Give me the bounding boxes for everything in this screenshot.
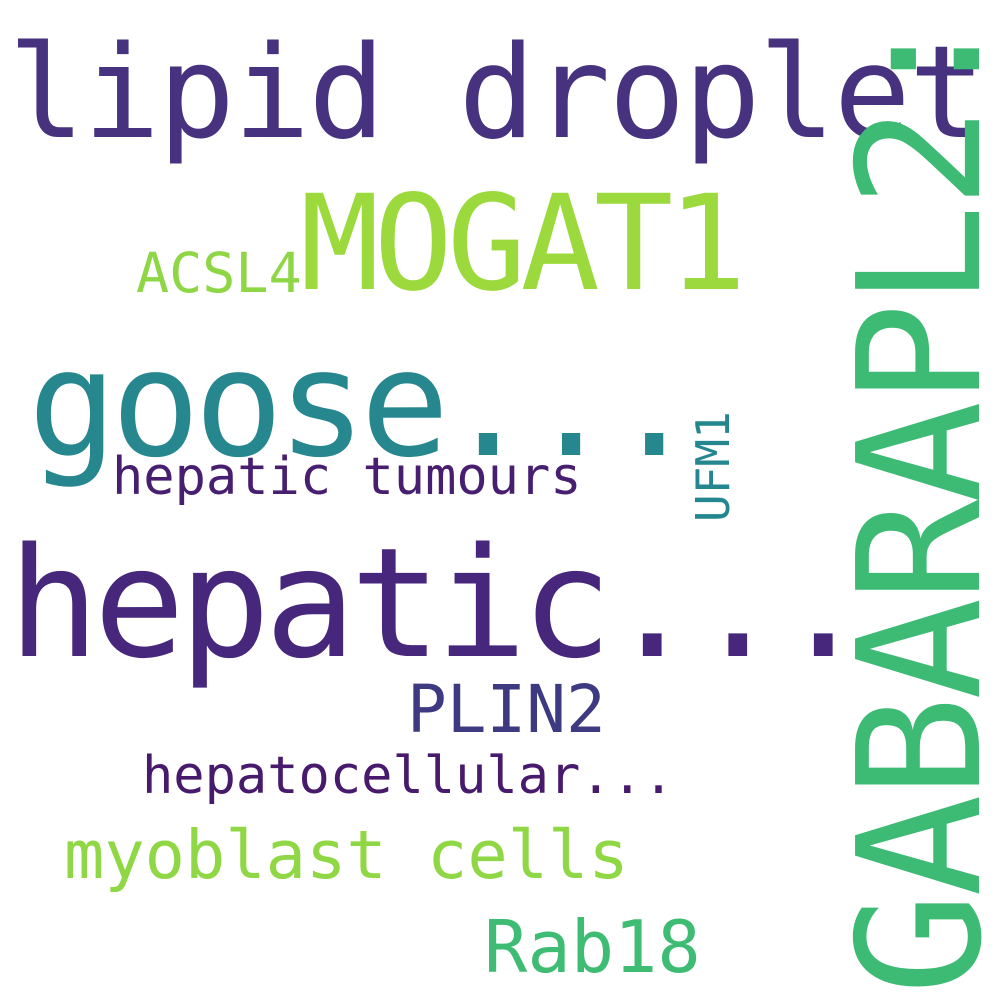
word-ufm1: UFM1 <box>686 411 740 522</box>
word-plin2: PLIN2 <box>407 671 606 748</box>
word-acsl4: ACSL4 <box>136 241 302 305</box>
word-gabarapl2: GABARAPL2: <box>822 11 1000 996</box>
word-goose: goose... <box>28 318 699 490</box>
word-rab18: Rab18 <box>484 905 701 989</box>
word-hepatocellular: hepatocellular... <box>142 746 675 806</box>
word-lipid-droplet: lipid droplet: <box>8 19 1000 168</box>
word-myoblast-cells: myoblast cells <box>64 816 629 894</box>
word-hepatic-tumours: hepatic tumours <box>112 447 582 507</box>
word-hepatic: hepatic... <box>8 515 869 692</box>
word-mogat1: MOGAT1 <box>300 167 747 321</box>
